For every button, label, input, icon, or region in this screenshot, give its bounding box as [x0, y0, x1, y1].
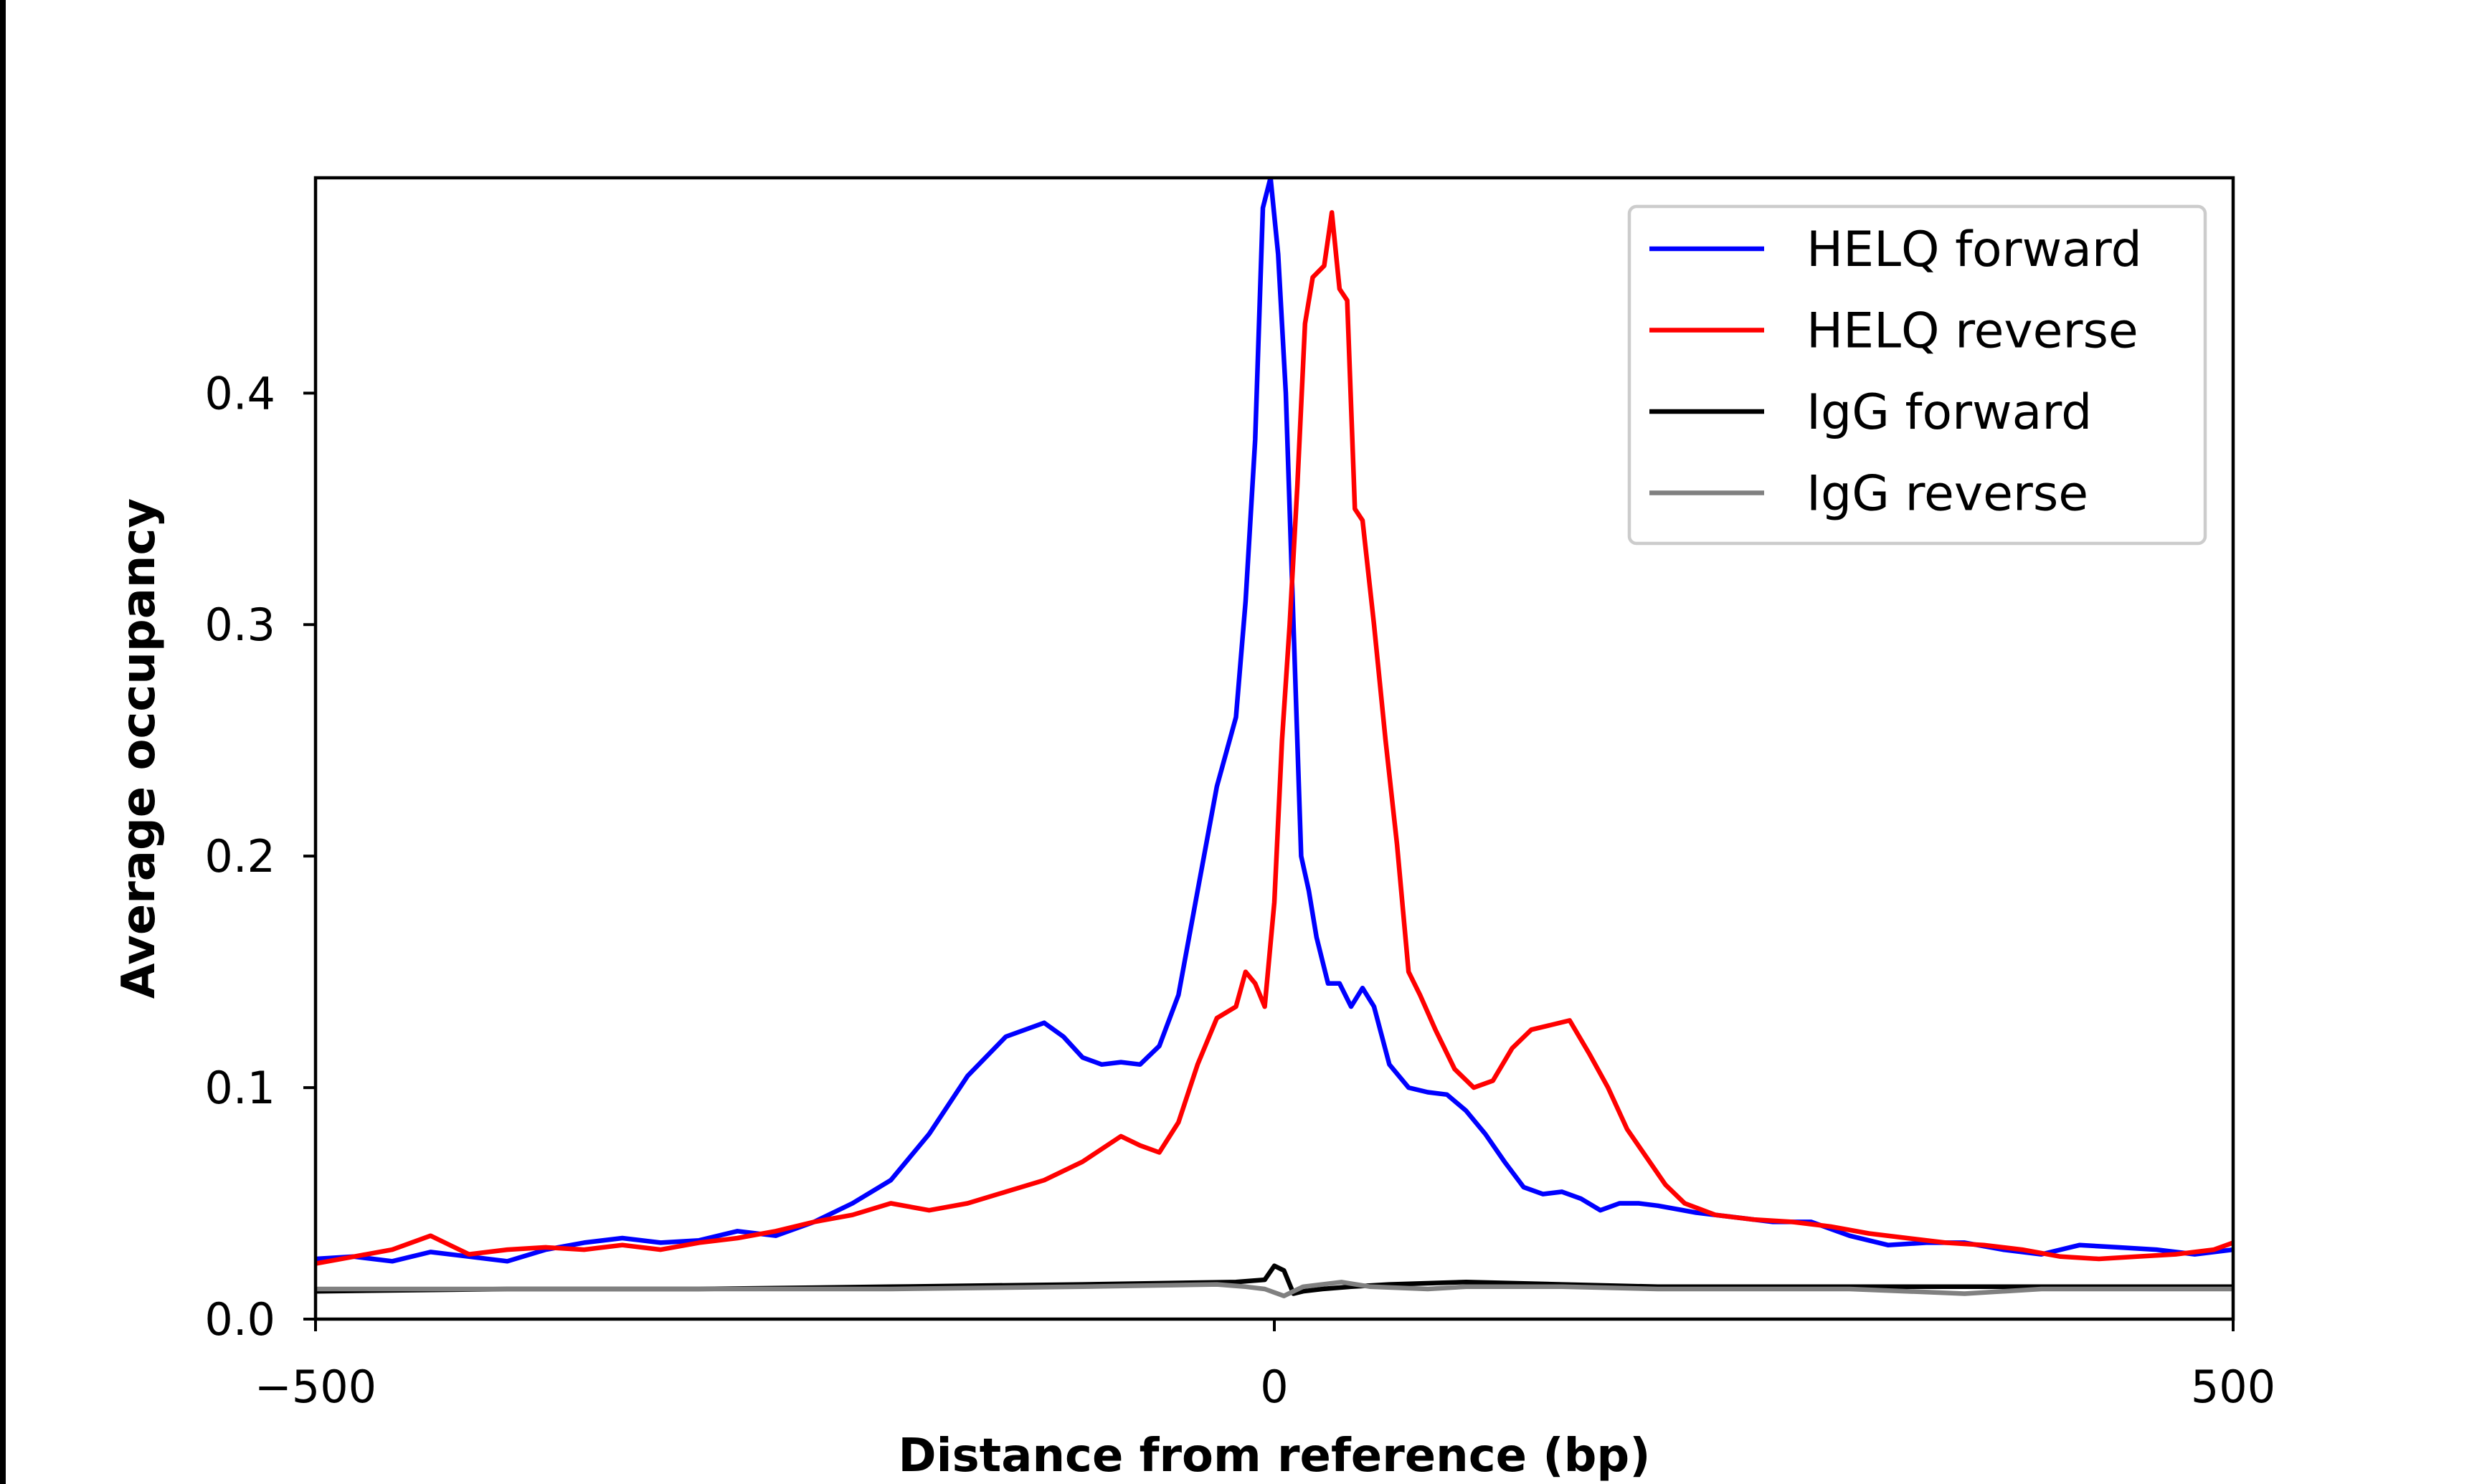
legend-label-igg-forward: IgG forward: [1806, 384, 2092, 441]
y-axis-label: Average occupancy: [113, 498, 166, 999]
x-tick-label: −500: [255, 1361, 376, 1413]
x-axis-label: Distance from reference (bp): [899, 1430, 1651, 1483]
ticks-layer: −500 0 500 0.0 0.1 0.2 0.3 0.4: [204, 367, 2275, 1413]
x-tick-label: 0: [1260, 1361, 1288, 1413]
series-line-helq-reverse: [316, 210, 2233, 1266]
legend-box: [1627, 204, 2207, 546]
y-tick-label: 0.0: [204, 1293, 275, 1346]
y-tick-label: 0.1: [204, 1062, 275, 1114]
series-layer: [316, 178, 2233, 1298]
legend: HELQ forward HELQ reverse IgG forward IgG r…: [1627, 204, 2207, 546]
x-tick-label: 500: [2191, 1361, 2275, 1413]
y-tick-label: 0.4: [204, 367, 275, 419]
left-border: [0, 0, 6, 1484]
legend-label-helq-forward: HELQ forward: [1806, 222, 2142, 278]
y-tick-label: 0.2: [204, 830, 275, 883]
legend-label-helq-reverse: HELQ reverse: [1806, 303, 2138, 360]
y-tick-label: 0.3: [204, 599, 275, 651]
series-line-igg-reverse: [316, 1280, 2233, 1298]
legend-label-igg-reverse: IgG reverse: [1806, 466, 2088, 523]
